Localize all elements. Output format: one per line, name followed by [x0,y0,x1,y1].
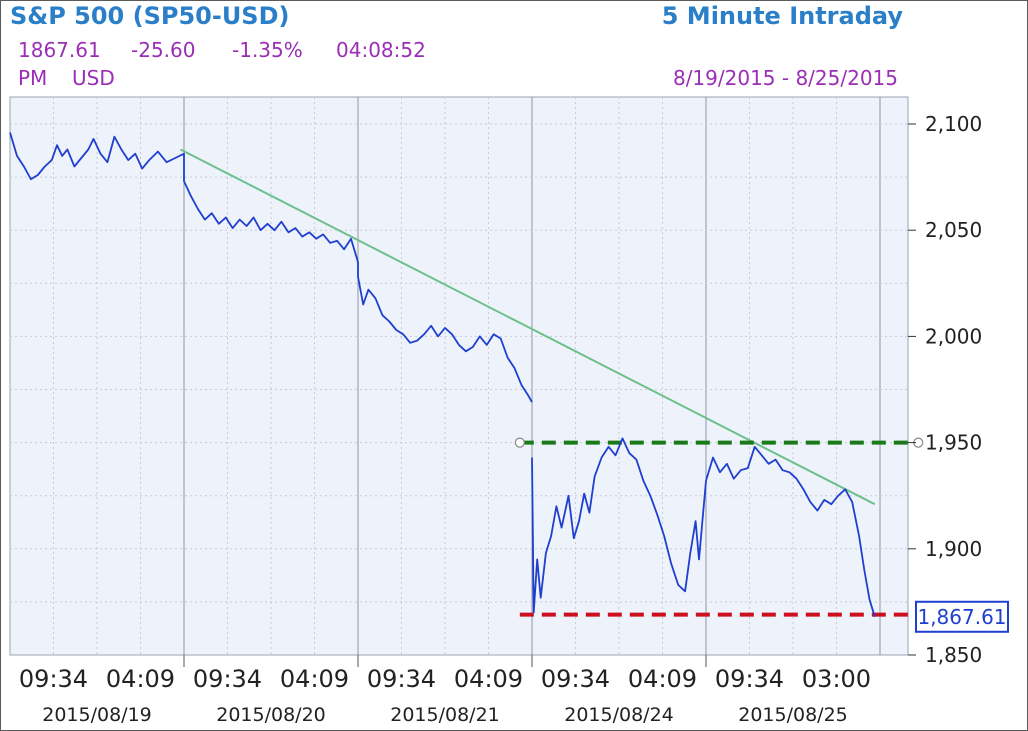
quote-ampm: PM [18,66,48,90]
y-tick-label: 1,950 [925,431,982,455]
x-tick-label: 09:34 [715,665,784,693]
interval-title: 5 Minute Intraday [661,2,903,30]
trend-line [180,148,876,506]
x-tick-label: 03:00 [802,665,871,693]
y-tick-label: 2,000 [925,324,982,348]
line-handle[interactable] [514,437,525,448]
grid [10,97,908,655]
y-tick-label: 2,100 [925,112,982,136]
annotations [180,148,924,617]
last-price-box [915,600,1009,633]
series-layer [9,132,876,618]
x-date-label: 2015/08/24 [564,704,674,726]
price-series-line [9,132,876,618]
axes: 1,850 1,900 1,950 2,000 2,050 2,100 09:34 04:09… [19,112,1009,726]
x-tick-label: 04:09 [454,665,523,693]
x-tick-label: 09:34 [193,665,262,693]
x-date-label: 2015/08/19 [42,704,152,726]
currency-label: USD [72,66,115,90]
chart-title: S&P 500 (SP50-USD) [10,2,290,30]
x-tick-label: 09:34 [367,665,436,693]
price-change-percent: -1.35% [232,38,303,62]
plot-area [9,96,909,656]
x-tick-label: 04:09 [628,665,697,693]
x-tick-label: 09:34 [541,665,610,693]
y-tick-label: 2,050 [925,218,982,242]
quote-time: 04:08:52 [336,38,426,62]
y-tick-label: 1,900 [925,537,982,561]
date-range: 8/19/2015 - 8/25/2015 [672,66,898,90]
x-tick-label: 04:09 [280,665,349,693]
x-tick-label: 09:34 [19,665,88,693]
x-tick-label: 04:09 [106,665,175,693]
x-date-label: 2015/08/21 [390,704,500,726]
x-date-label: 2015/08/25 [738,704,848,726]
price-change: -25.60 [131,38,196,62]
y-tick-label: 1,850 [925,643,982,667]
last-price: 1867.61 [18,38,101,62]
x-date-label: 2015/08/20 [216,704,326,726]
last-price-label: 1,867.61 [917,605,1006,629]
